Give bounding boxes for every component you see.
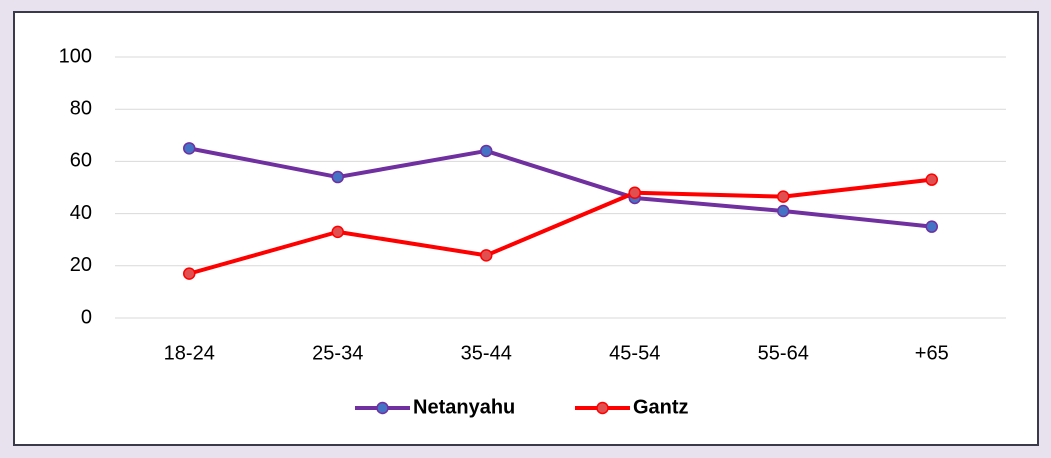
- y-tick-label: 0: [81, 306, 92, 328]
- y-tick-label: 80: [70, 97, 92, 119]
- x-tick-label: 35-44: [461, 342, 512, 364]
- data-point: [183, 142, 196, 155]
- y-tick-label: 60: [70, 150, 92, 172]
- legend-marker: [376, 401, 389, 415]
- data-point: [777, 190, 790, 203]
- x-tick-label: 45-54: [609, 342, 660, 364]
- y-tick-label: 20: [70, 254, 92, 276]
- x-tick-label: 55-64: [758, 342, 809, 364]
- data-point: [628, 186, 641, 199]
- x-tick-label: 18-24: [164, 342, 215, 364]
- data-point: [925, 173, 938, 186]
- x-tick-label: 25-34: [312, 342, 363, 364]
- legend-label: Netanyahu: [413, 396, 515, 418]
- chart-panel: [13, 11, 1039, 446]
- series-line: [188, 146, 932, 229]
- data-point: [480, 249, 493, 262]
- data-point: [480, 144, 493, 158]
- legend-marker: [596, 401, 609, 415]
- data-point: [925, 220, 938, 233]
- x-tick-label: +65: [915, 342, 949, 364]
- data-point: [777, 204, 790, 218]
- legend-label: Gantz: [633, 396, 689, 418]
- data-point: [331, 225, 344, 239]
- series-line: [188, 177, 932, 276]
- y-tick-label: 40: [70, 202, 92, 224]
- y-tick-label: 100: [59, 45, 92, 67]
- data-point: [331, 170, 344, 184]
- data-point: [183, 267, 196, 280]
